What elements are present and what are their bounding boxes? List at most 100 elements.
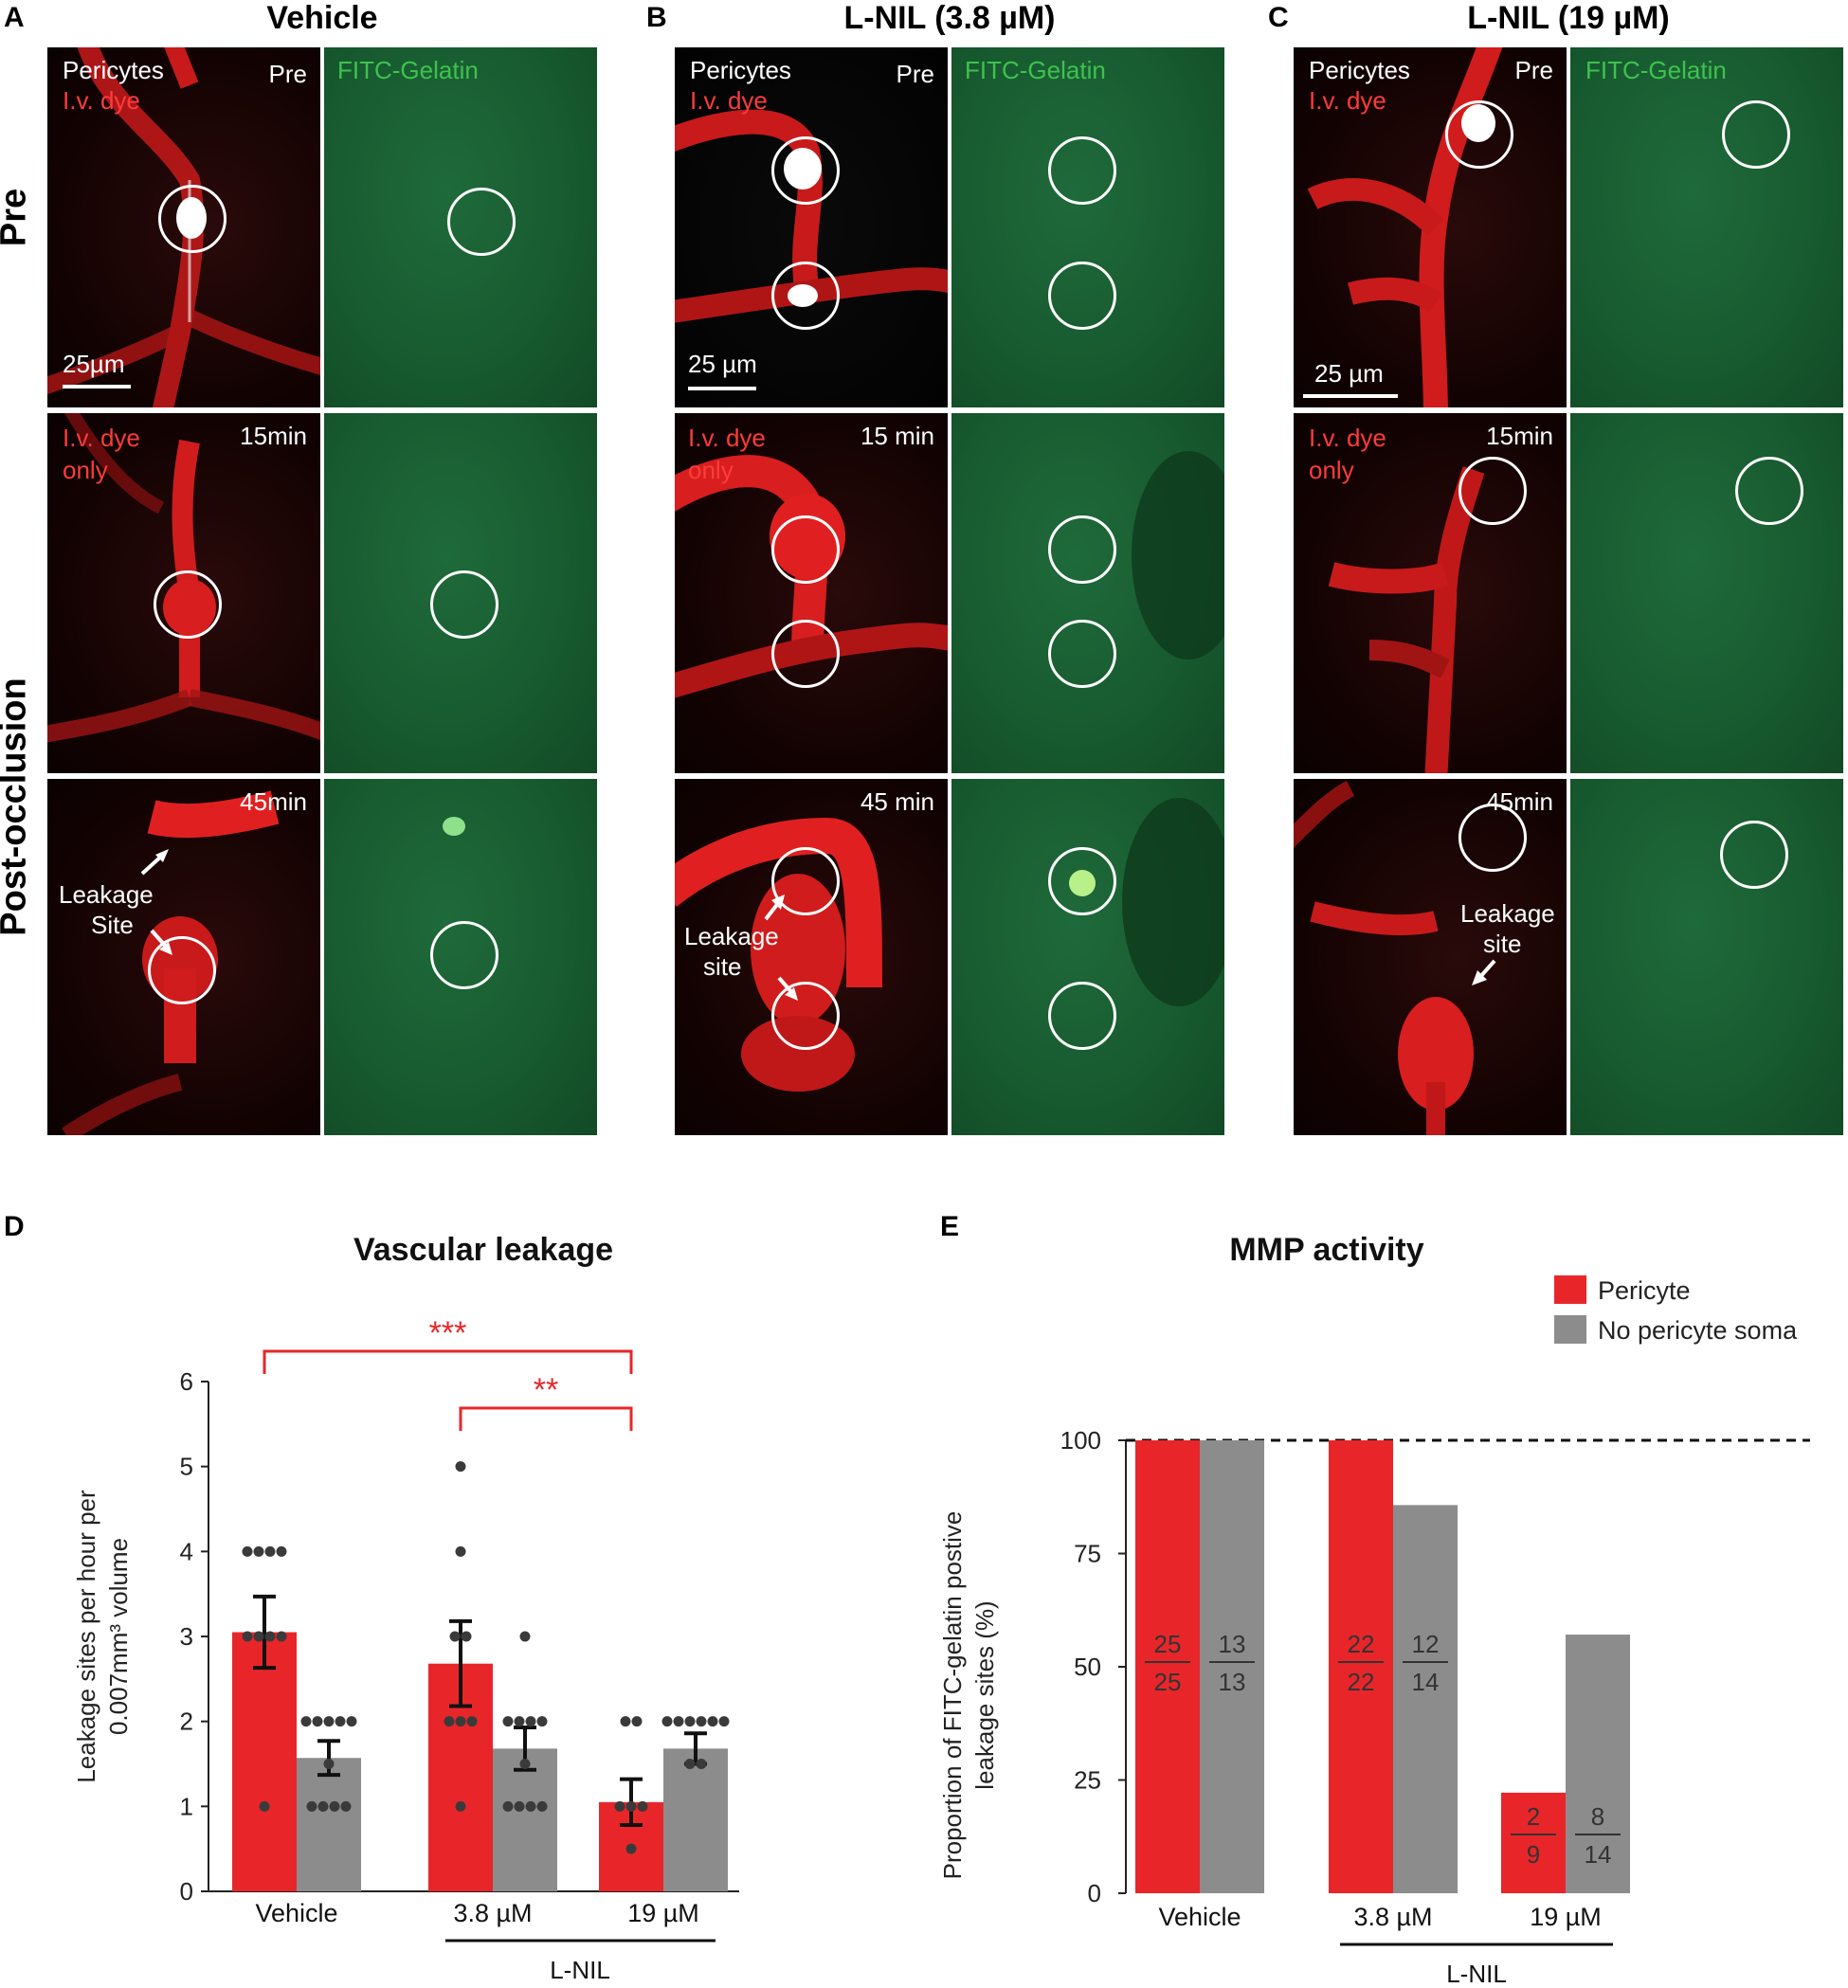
y-tick-label: 5 (180, 1453, 193, 1481)
legend-swatch (1554, 1315, 1586, 1344)
bar-no-pericyte-soma (663, 1748, 728, 1891)
legend-label: No pericyte soma (1598, 1316, 1798, 1345)
label-time-15min: 15min (240, 422, 307, 450)
data-point (323, 1716, 335, 1727)
x-tick-label: 3.8 µM (1353, 1903, 1432, 1931)
pericyte-circle (1445, 100, 1513, 169)
micrograph-a-pre-green: FITC-Gelatin (324, 47, 597, 407)
micrograph-c-pre-red: Pericytes I.v. dye Pre 25 µm (1294, 47, 1567, 407)
data-point (625, 1800, 637, 1812)
data-point (519, 1631, 531, 1642)
scale-bar (688, 387, 756, 390)
fraction-numerator: 13 (1219, 1630, 1246, 1658)
data-point (276, 1631, 287, 1642)
label-time-45min: 45min (240, 787, 307, 816)
pericyte-circle (154, 570, 222, 639)
micrograph-c-15min-green (1570, 413, 1843, 773)
bar-no-pericyte-soma (1200, 1440, 1264, 1893)
data-point (253, 1631, 264, 1642)
y-tick-label: 0 (180, 1877, 193, 1906)
fraction-numerator: 12 (1412, 1630, 1440, 1658)
data-point (661, 1716, 673, 1727)
data-point (455, 1461, 466, 1473)
fraction-numerator: 8 (1591, 1802, 1604, 1831)
micrograph-c-45min-green (1570, 779, 1843, 1135)
data-point (461, 1631, 472, 1642)
data-point (696, 1716, 707, 1727)
y-tick-label: 3 (180, 1622, 193, 1651)
data-point (253, 1545, 264, 1557)
data-point (502, 1716, 514, 1727)
label-pericytes: Pericytes (690, 56, 791, 84)
data-point (514, 1716, 525, 1727)
pericyte-circle (148, 936, 216, 1004)
data-point (276, 1545, 287, 1557)
micrograph-b-45min-green (951, 779, 1224, 1135)
data-point (620, 1716, 631, 1727)
significance-bracket (263, 1349, 633, 1374)
label-time-45min: 45 min (860, 787, 934, 816)
panel-label-a: A (4, 2, 25, 33)
x-tick-label: Vehicle (255, 1899, 337, 1927)
pericyte-circle (1458, 804, 1527, 872)
bar-no-pericyte-soma (1566, 1635, 1630, 1893)
panel-label-c: C (1268, 2, 1289, 33)
label-fitc-gelatin: FITC-Gelatin (1585, 56, 1727, 84)
data-point (242, 1631, 253, 1642)
site-circle (1048, 982, 1116, 1050)
legend-swatch (1554, 1275, 1586, 1304)
site-circle (430, 921, 498, 989)
data-point (684, 1759, 696, 1769)
label-leakage-site-line1: Leakage (59, 880, 154, 909)
data-point (514, 1800, 525, 1812)
data-point (444, 1716, 455, 1727)
label-pericytes: Pericytes (63, 56, 164, 84)
fraction-denominator: 22 (1348, 1668, 1375, 1696)
vascular-leakage-chart: 0 1 2 3 4 5 6 Leakage sites per hour per 0.007mm… (72, 1315, 739, 1984)
label-iv-dye: I.v. dye (690, 86, 768, 115)
data-point (264, 1545, 276, 1557)
pericyte-circle (771, 136, 840, 205)
micrograph-a-45min-red: 45min Leakage Site (47, 779, 320, 1135)
bar-no-pericyte-soma (493, 1748, 557, 1891)
label-leakage-site-line1: Leakage (1460, 899, 1555, 928)
data-point (536, 1800, 548, 1812)
site-circle (1048, 262, 1116, 330)
label-iv-dye-only-line1: I.v. dye (688, 424, 766, 452)
fitc-signal (443, 817, 465, 836)
data-point (242, 1545, 253, 1557)
panel-label-e: E (940, 1211, 960, 1242)
label-fitc-gelatin: FITC-Gelatin (965, 56, 1106, 84)
data-point (525, 1716, 536, 1727)
y-tick-label: 100 (1060, 1426, 1101, 1455)
label-leakage-site-line2: site (703, 952, 742, 981)
label-fitc-gelatin: FITC-Gelatin (337, 56, 479, 84)
data-point (502, 1800, 514, 1812)
significance-label: ** (534, 1372, 558, 1408)
data-point (449, 1631, 461, 1642)
data-point (312, 1716, 323, 1727)
y-tick-label: 2 (180, 1708, 193, 1736)
y-axis-label: Proportion of FITC-gelatin postive (938, 1511, 967, 1880)
panel-label-b: B (646, 2, 667, 33)
arrow-icon (1472, 959, 1496, 985)
label-iv-dye-only-line2: only (1309, 456, 1354, 484)
micrograph-b-45min-red: 45 min Leakage site (675, 779, 948, 1135)
label-pre: Pre (268, 60, 307, 88)
y-axis-label: leakage sites (%) (970, 1600, 999, 1789)
y-tick-label: 1 (180, 1792, 193, 1820)
data-point (625, 1843, 637, 1854)
fraction-denominator: 14 (1585, 1840, 1612, 1869)
scale-label: 25µm (63, 350, 125, 378)
shadow (1069, 798, 1224, 1006)
y-tick-label: 4 (180, 1537, 193, 1565)
data-point (707, 1716, 718, 1727)
column-title-vehicle: Vehicle (266, 0, 378, 36)
micrograph-b-pre-green: FITC-Gelatin (951, 47, 1224, 407)
significance-label: *** (429, 1315, 467, 1351)
pericyte-circle (158, 185, 226, 253)
label-leakage-site-line2: Site (91, 911, 134, 939)
site-circle (1720, 821, 1788, 889)
site-circle (1048, 620, 1116, 688)
label-leakage-site-line1: Leakage (684, 922, 779, 950)
